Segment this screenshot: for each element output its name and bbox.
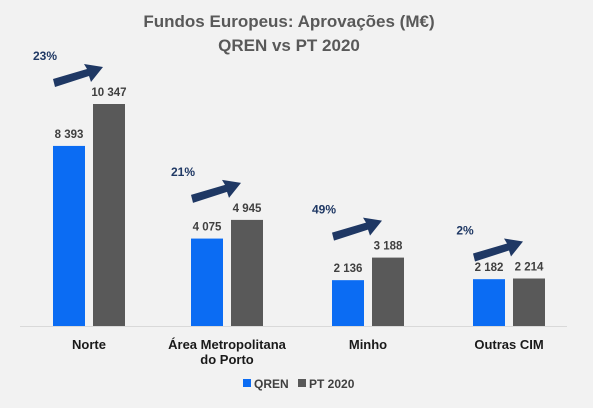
growth-arrow xyxy=(332,217,382,241)
growth-label: 23% xyxy=(33,49,57,63)
bar-pt2020 xyxy=(231,219,263,326)
data-label: 2 214 xyxy=(515,261,544,273)
growth-label: 2% xyxy=(456,223,474,237)
bar-pt2020 xyxy=(93,104,125,326)
bar-pt2020 xyxy=(513,278,545,326)
category-label: Minho xyxy=(349,337,387,352)
legend-swatch xyxy=(243,379,251,387)
growth-label: 21% xyxy=(171,165,195,179)
data-label: 2 182 xyxy=(475,262,504,274)
growth-arrow xyxy=(53,64,103,87)
category-label: Área Metropolitana xyxy=(168,337,287,352)
category-label: Norte xyxy=(72,337,106,352)
legend-swatch xyxy=(298,379,306,387)
legend-label: PT 2020 xyxy=(309,377,355,391)
chart-title: Fundos Europeus: Aprovações (M€) xyxy=(143,12,434,31)
legend-label: QREN xyxy=(254,377,289,391)
data-label: 8 393 xyxy=(55,129,84,141)
data-label: 4 075 xyxy=(193,222,222,234)
chart-subtitle: QREN vs PT 2020 xyxy=(218,36,360,55)
data-label: 4 945 xyxy=(233,203,262,215)
data-label: 10 347 xyxy=(91,87,126,99)
bar-qren xyxy=(53,145,85,326)
bar-qren xyxy=(191,238,223,326)
bar-qren xyxy=(473,279,505,326)
bar-qren xyxy=(332,280,364,326)
growth-arrow xyxy=(473,238,523,262)
category-label: do Porto xyxy=(200,352,253,367)
growth-arrow xyxy=(191,179,241,203)
plot-area: 8 393 10 347 23% Norte 4 075 4 945 21% Área Met… xyxy=(20,49,567,367)
legend: QREN PT 2020 xyxy=(243,377,355,391)
category-label: Outras CIM xyxy=(474,337,543,352)
data-label: 2 136 xyxy=(334,263,363,275)
bar-pt2020 xyxy=(372,257,404,326)
data-label: 3 188 xyxy=(374,241,403,253)
growth-label: 49% xyxy=(312,203,336,217)
